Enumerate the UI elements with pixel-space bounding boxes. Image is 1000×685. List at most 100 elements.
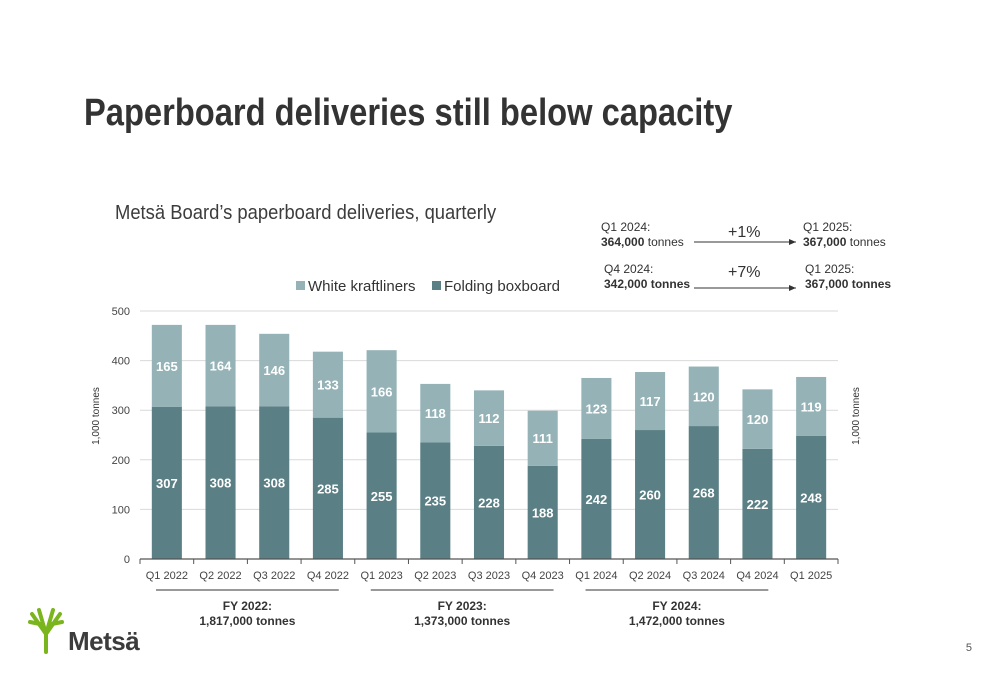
bar-white-kraftliners-q1-2023 bbox=[366, 350, 397, 433]
data-label-white-kraftliners: 146 bbox=[263, 363, 285, 378]
data-label-white-kraftliners: 119 bbox=[801, 399, 822, 414]
data-label-folding-boxboard: 222 bbox=[747, 497, 769, 512]
x-tick-label: Q3 2023 bbox=[468, 570, 510, 582]
data-label-white-kraftliners: 165 bbox=[156, 359, 178, 374]
data-label-folding-boxboard: 228 bbox=[478, 495, 500, 510]
x-tick-label: Q4 2024 bbox=[736, 570, 778, 582]
x-tick-label: Q3 2024 bbox=[683, 570, 725, 582]
comparison-1-left-unit: tonnes bbox=[647, 235, 684, 249]
y-tick-label: 0 bbox=[124, 554, 130, 566]
fy-value-1: 1,817,000 tonnes bbox=[199, 614, 295, 628]
x-tick-label: Q4 2023 bbox=[522, 570, 564, 582]
data-label-folding-boxboard: 307 bbox=[156, 476, 178, 491]
x-tick-label: Q2 2024 bbox=[629, 570, 671, 582]
data-label-white-kraftliners: 117 bbox=[640, 394, 661, 409]
comparison-1-right-unit: tonnes bbox=[849, 235, 886, 249]
comparison-1-change: +1% bbox=[728, 224, 761, 241]
bars: 307 165 308 164 308 146 285 133 255 166 235 118 228 1… bbox=[151, 324, 827, 559]
fy-label-2: FY 2023: bbox=[438, 599, 487, 613]
x-tick-label: Q3 2022 bbox=[253, 570, 295, 582]
x-tick-label: Q2 2023 bbox=[414, 570, 456, 582]
comparison-1-left: Q1 2024: 364,000 tonnes bbox=[601, 220, 684, 250]
legend-swatch-folding-boxboard bbox=[432, 281, 441, 290]
data-label-white-kraftliners: 123 bbox=[586, 401, 608, 416]
data-label-folding-boxboard: 308 bbox=[210, 476, 232, 491]
x-tick-label: Q4 2022 bbox=[307, 570, 349, 582]
data-label-white-kraftliners: 120 bbox=[693, 389, 715, 404]
bar-folding-boxboard-q3-2023 bbox=[473, 445, 505, 559]
bar-white-kraftliners-q2-2024 bbox=[635, 372, 666, 431]
bar-white-kraftliners-q3-2024 bbox=[688, 366, 719, 427]
data-label-folding-boxboard: 308 bbox=[263, 476, 285, 491]
bar-folding-boxboard-q1-2025 bbox=[796, 435, 827, 559]
page-title: Paperboard deliveries still below capaci… bbox=[84, 92, 733, 134]
comparison-2-left-value: 342,000 tonnes bbox=[604, 277, 691, 291]
bar-folding-boxboard-q2-2023 bbox=[420, 442, 451, 559]
comparison-1-left-value: 364,000 bbox=[601, 235, 645, 249]
comparison-2-change: +7% bbox=[728, 264, 761, 281]
bar-white-kraftliners-q2-2023 bbox=[420, 383, 451, 443]
comparison-1-right: Q1 2025: 367,000 tonnes bbox=[803, 220, 886, 250]
x-tick-label: Q1 2022 bbox=[146, 570, 188, 582]
data-label-white-kraftliners: 120 bbox=[747, 412, 769, 427]
bar-folding-boxboard-q1-2022 bbox=[151, 406, 182, 559]
data-label-folding-boxboard: 255 bbox=[371, 489, 393, 504]
metsa-logo-text: Metsä bbox=[68, 626, 140, 656]
comparison-2-right: Q1 2025: 367,000 tonnes bbox=[805, 262, 891, 292]
fy-label-1: FY 2022: bbox=[223, 599, 272, 613]
data-label-folding-boxboard: 248 bbox=[800, 490, 822, 505]
fy-value-2: 1,373,000 tonnes bbox=[414, 614, 510, 628]
y-tick-label: 200 bbox=[112, 455, 130, 467]
comparison-1-right-value: 367,000 bbox=[803, 235, 847, 249]
data-label-white-kraftliners: 166 bbox=[371, 384, 393, 399]
y-axis-label-right: 1,000 tonnes bbox=[851, 387, 862, 445]
bar-folding-boxboard-q1-2023 bbox=[366, 432, 397, 559]
bar-folding-boxboard-q3-2022 bbox=[259, 406, 290, 559]
data-label-white-kraftliners: 164 bbox=[210, 359, 232, 374]
y-tick-label: 300 bbox=[112, 405, 130, 417]
bar-folding-boxboard-q4-2022 bbox=[312, 417, 343, 559]
bar-white-kraftliners-q1-2024 bbox=[581, 377, 612, 439]
bar-folding-boxboard-q4-2023 bbox=[527, 465, 558, 559]
data-label-white-kraftliners: 118 bbox=[425, 406, 446, 421]
bar-white-kraftliners-q3-2023 bbox=[473, 390, 505, 446]
fy-totals: FY 2022:1,817,000 tonnes FY 2023:1,373,00… bbox=[156, 589, 769, 628]
data-label-white-kraftliners: 112 bbox=[479, 411, 500, 426]
legend-swatch-white-kraftliners bbox=[296, 281, 305, 290]
comparison-1-left-label: Q1 2024: bbox=[601, 220, 651, 234]
page-number: 5 bbox=[965, 642, 972, 654]
bar-white-kraftliners-q1-2022 bbox=[151, 324, 182, 407]
x-tick-label: Q2 2022 bbox=[199, 570, 241, 582]
x-tick-label: Q1 2023 bbox=[361, 570, 403, 582]
bar-white-kraftliners-q4-2022 bbox=[312, 351, 343, 418]
data-label-folding-boxboard: 268 bbox=[693, 486, 715, 501]
comparison-2-left: Q4 2024: 342,000 tonnes bbox=[604, 262, 690, 292]
comparison-2-left-label: Q4 2024: bbox=[604, 262, 654, 276]
y-tick-label: 500 bbox=[112, 306, 130, 318]
comparison-2-right-label: Q1 2025: bbox=[805, 262, 855, 276]
data-label-white-kraftliners: 111 bbox=[533, 431, 553, 446]
y-axis-label-left: 1,000 tonnes bbox=[91, 387, 102, 445]
bar-folding-boxboard-q1-2024 bbox=[581, 438, 612, 559]
comparison-1-right-label: Q1 2025: bbox=[803, 220, 853, 234]
bar-white-kraftliners-q3-2022 bbox=[259, 333, 290, 407]
data-label-folding-boxboard: 188 bbox=[532, 505, 554, 520]
y-tick-label: 100 bbox=[112, 504, 130, 516]
legend-label-white-kraftliners: White kraftliners bbox=[308, 278, 416, 295]
metsa-leaf-icon bbox=[28, 608, 64, 654]
y-tick-label: 400 bbox=[112, 356, 130, 368]
bar-folding-boxboard-q3-2024 bbox=[688, 426, 719, 559]
bar-folding-boxboard-q4-2024 bbox=[742, 448, 773, 559]
axes: Q1 2022 Q2 2022 Q3 2022 Q4 2022 Q1 2023 Q2 20… bbox=[139, 558, 839, 582]
data-label-folding-boxboard: 235 bbox=[424, 494, 446, 509]
bar-white-kraftliners-q2-2022 bbox=[205, 324, 236, 407]
comparison-2-right-value: 367,000 tonnes bbox=[805, 277, 892, 291]
data-label-folding-boxboard: 285 bbox=[317, 481, 339, 496]
bar-white-kraftliners-q4-2024 bbox=[742, 389, 773, 449]
chart-subtitle: Metsä Board’s paperboard deliveries, qua… bbox=[115, 202, 497, 224]
data-label-folding-boxboard: 242 bbox=[586, 492, 608, 507]
bar-white-kraftliners-q1-2025 bbox=[796, 376, 827, 436]
data-label-white-kraftliners: 133 bbox=[317, 378, 339, 393]
legend: White kraftliners Folding boxboard bbox=[296, 278, 560, 295]
